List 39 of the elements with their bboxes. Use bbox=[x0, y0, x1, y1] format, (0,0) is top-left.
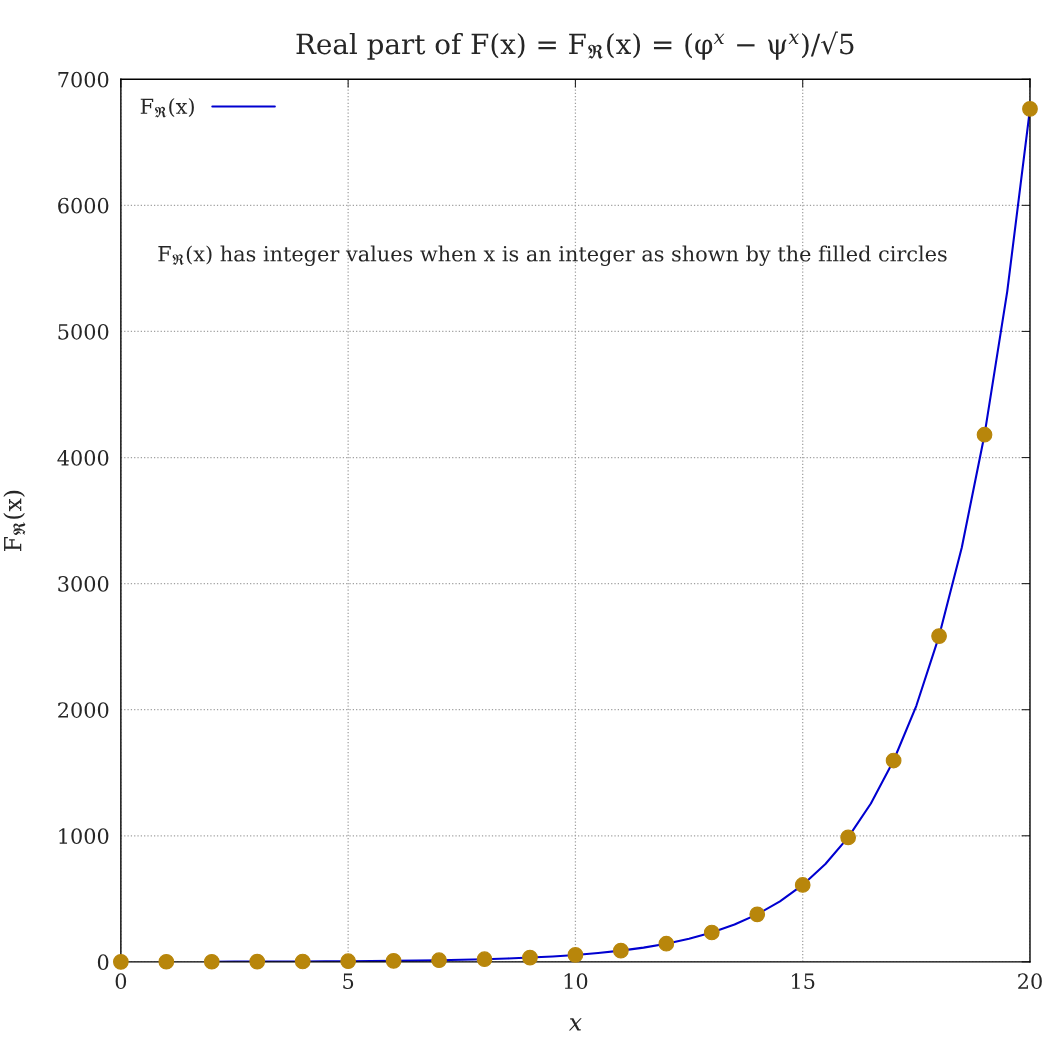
y-tick-label: 0 bbox=[97, 954, 109, 971]
point bbox=[885, 752, 902, 769]
point bbox=[703, 924, 720, 941]
point bbox=[794, 877, 811, 893]
point bbox=[749, 906, 766, 923]
point bbox=[976, 426, 993, 443]
y-tick-label: 6000 bbox=[58, 197, 109, 214]
point bbox=[567, 947, 584, 963]
y-tick-label: 3000 bbox=[58, 576, 109, 592]
point bbox=[112, 954, 129, 970]
point bbox=[476, 951, 493, 968]
x-tick-label: 0 bbox=[115, 973, 127, 990]
chart-title: Real part of F(x) = F$_{ℜ}$(x) = (φ$^{x}$ − ψ$^{x}$)/√5 bbox=[296, 31, 854, 60]
point bbox=[385, 952, 402, 969]
x-tick-label: 5 bbox=[343, 973, 354, 990]
point bbox=[1022, 101, 1038, 117]
point bbox=[158, 953, 175, 970]
point bbox=[203, 953, 220, 970]
point bbox=[613, 942, 629, 959]
annotation: F$_{ℜ}$(x) has integer values when x is an integer as shown by the filled circles bbox=[158, 245, 947, 266]
point bbox=[931, 628, 947, 644]
x-axis-title: x bbox=[568, 1018, 582, 1031]
legend-label: F$_{ℜ}$(x) bbox=[140, 98, 194, 118]
point bbox=[522, 949, 538, 966]
y-tick-label: 1000 bbox=[59, 828, 109, 844]
point bbox=[840, 829, 857, 846]
x-tick-label: 15 bbox=[791, 973, 815, 990]
point bbox=[340, 953, 357, 970]
y-axis-title: F$_{ℜ}$(x) bbox=[3, 490, 26, 552]
y-tick-label: 5000 bbox=[58, 323, 109, 340]
x-tick-label: 10 bbox=[564, 973, 588, 990]
y-tick-label: 4000 bbox=[57, 449, 109, 466]
point bbox=[249, 953, 266, 970]
point bbox=[431, 952, 447, 969]
y-tick-label: 2000 bbox=[58, 702, 109, 718]
point bbox=[658, 935, 675, 952]
y-tick-label: 7000 bbox=[58, 71, 109, 88]
x-tick-label: 20 bbox=[1018, 973, 1042, 990]
point bbox=[294, 953, 311, 970]
